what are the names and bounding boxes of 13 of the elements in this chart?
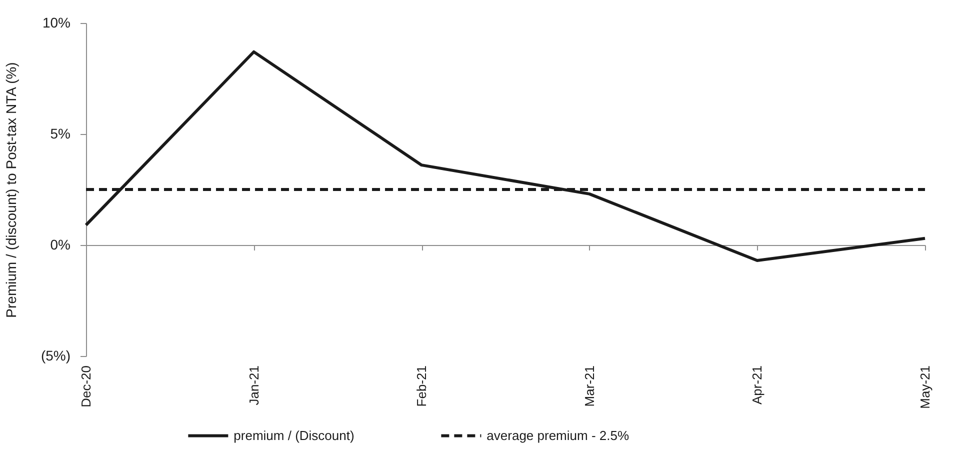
x-tick-label: Jan-21 — [246, 366, 262, 406]
x-tick-label: Apr-21 — [750, 366, 765, 405]
x-tick-label: Feb-21 — [414, 366, 430, 407]
y-tick-label: 0% — [50, 236, 70, 252]
x-tick-label: Dec-20 — [78, 366, 94, 408]
legend-label: average premium - 2.5% — [486, 428, 630, 443]
x-tick-label: May-21 — [918, 366, 932, 409]
y-tick-label: (5%) — [40, 348, 70, 364]
y-tick-label: 10% — [42, 14, 70, 30]
y-tick-label: 5% — [50, 126, 70, 142]
x-tick-label: Mar-21 — [582, 366, 597, 407]
y-axis-title: Premium / (discount) to Post-tax NTA (%) — [2, 62, 19, 318]
legend-label: premium / (Discount) — [234, 428, 354, 443]
